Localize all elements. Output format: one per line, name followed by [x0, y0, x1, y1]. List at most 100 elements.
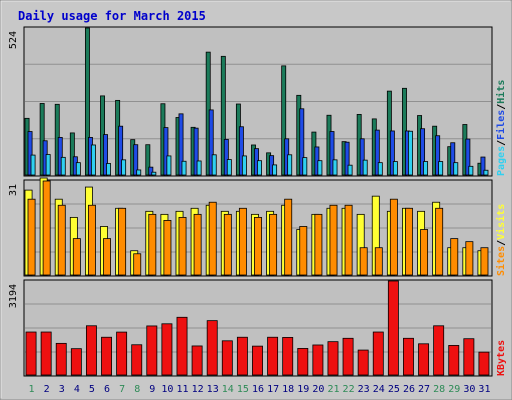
bar-kbytes-day-23 — [357, 349, 369, 376]
bar-files-day-9 — [148, 166, 154, 176]
x-tick-label: 3 — [59, 384, 65, 395]
bar-kbytes-day-19 — [297, 348, 309, 376]
x-tick-label: 17 — [267, 384, 279, 395]
bar-sites-day-18 — [284, 198, 293, 276]
bar-pages-day-8 — [136, 169, 142, 176]
bar-sites-day-2 — [42, 180, 51, 276]
panel-bottom: 3194 KBytes — [8, 279, 507, 377]
x-tick-label: 22 — [343, 384, 355, 395]
bar-pages-day-18 — [287, 154, 293, 176]
bar-kbytes-day-14 — [221, 340, 233, 376]
bar-sites-day-3 — [57, 204, 66, 276]
x-tick-label: 23 — [358, 384, 370, 395]
bar-files-day-19 — [299, 108, 305, 176]
panel-top-legend-part: / — [496, 140, 507, 146]
bar-files-day-31 — [480, 156, 486, 176]
bar-kbytes-day-6 — [101, 336, 112, 376]
bar-pages-day-13 — [211, 154, 217, 176]
bar-sites-day-8 — [133, 253, 142, 276]
x-tick-label: 10 — [161, 384, 173, 395]
bar-hits-day-18 — [281, 65, 287, 176]
bar-sites-day-25 — [389, 198, 398, 276]
bar-hits-day-5 — [84, 27, 90, 176]
bar-files-day-25 — [389, 130, 395, 176]
bar-pages-day-24 — [377, 162, 383, 176]
bar-sites-day-19 — [299, 226, 308, 276]
panel-top-legend-part: Hits — [495, 80, 507, 104]
bar-pages-day-3 — [60, 156, 66, 176]
bar-files-day-27 — [420, 128, 426, 176]
x-tick-label: 4 — [74, 384, 80, 395]
bar-pages-day-14 — [226, 159, 232, 176]
bar-sites-day-17 — [269, 213, 278, 276]
bar-sites-day-7 — [118, 207, 127, 276]
panel-top-legend: Pages/Files/Hits — [495, 80, 507, 176]
x-tick-label: 18 — [282, 384, 294, 395]
bar-files-day-1 — [27, 131, 33, 176]
bar-kbytes-day-5 — [85, 325, 97, 376]
bar-kbytes-day-12 — [191, 345, 203, 376]
bar-sites-day-29 — [450, 238, 459, 276]
bar-files-day-21 — [329, 131, 335, 176]
bar-files-day-8 — [133, 144, 139, 176]
bar-hits-day-2 — [39, 103, 45, 176]
x-tick-label: 2 — [44, 384, 50, 395]
bar-pages-day-25 — [392, 161, 398, 176]
bar-sites-day-20 — [314, 213, 323, 276]
chart-title: Daily usage for March 2015 — [18, 9, 206, 23]
x-tick-label: 16 — [252, 384, 264, 395]
bar-files-day-6 — [103, 134, 108, 176]
panel-middle-max-label: 31 — [8, 184, 19, 196]
bar-kbytes-day-26 — [403, 337, 414, 376]
bar-files-day-23 — [359, 138, 365, 176]
panel-top-legend-part: Files — [495, 110, 507, 140]
bar-pages-day-22 — [347, 164, 353, 176]
bar-files-day-7 — [118, 125, 124, 176]
panel-top-legend-part: Pages — [496, 146, 507, 176]
x-tick-label: 29 — [448, 384, 460, 395]
bar-kbytes-day-30 — [463, 338, 475, 376]
bar-kbytes-day-16 — [252, 345, 263, 376]
x-tick-label: 7 — [119, 384, 125, 395]
bar-pages-day-30 — [468, 165, 474, 176]
bar-sites-day-4 — [72, 238, 81, 276]
x-tick-label: 30 — [463, 384, 475, 395]
bar-sites-day-6 — [103, 238, 111, 276]
panel-bottom-legend: KBytes — [496, 340, 507, 376]
x-tick-label: 24 — [373, 384, 385, 395]
bar-files-day-3 — [57, 137, 63, 176]
panel-middle-legend-part: Sites — [495, 246, 507, 276]
bar-sites-day-24 — [374, 247, 383, 276]
bar-pages-day-19 — [302, 157, 308, 176]
bar-kbytes-day-8 — [131, 344, 143, 376]
bar-sites-day-14 — [223, 213, 232, 276]
bar-kbytes-day-4 — [70, 348, 82, 376]
x-tick-label: 12 — [192, 384, 204, 395]
panel-middle-legend-part: / — [496, 240, 507, 246]
bar-files-day-28 — [435, 135, 441, 176]
bar-kbytes-day-13 — [206, 320, 218, 376]
bar-pages-day-28 — [438, 161, 444, 176]
bar-files-day-11 — [178, 113, 184, 176]
bar-kbytes-day-20 — [312, 344, 324, 376]
bar-hits-day-9 — [145, 144, 151, 176]
bar-kbytes-day-31 — [478, 351, 490, 376]
bar-kbytes-day-15 — [236, 336, 248, 376]
bar-sites-day-30 — [465, 241, 474, 276]
bar-files-day-13 — [208, 109, 214, 176]
panel-bottom-legend-part: KBytes — [496, 340, 507, 376]
bar-sites-day-23 — [359, 247, 368, 276]
panel-middle: 31 Sites/Visits — [8, 177, 507, 277]
bar-files-day-15 — [238, 126, 244, 176]
bar-pages-day-9 — [151, 171, 157, 176]
bar-hits-day-14 — [220, 55, 226, 176]
x-tick-label: 19 — [297, 384, 309, 395]
x-tick-label: 14 — [222, 384, 234, 395]
bar-kbytes-day-2 — [40, 331, 52, 376]
bar-sites-day-1 — [27, 198, 36, 276]
bar-kbytes-day-18 — [282, 337, 294, 376]
bar-sites-day-27 — [420, 229, 429, 276]
bar-kbytes-day-22 — [342, 337, 354, 376]
bar-files-day-12 — [193, 127, 199, 176]
